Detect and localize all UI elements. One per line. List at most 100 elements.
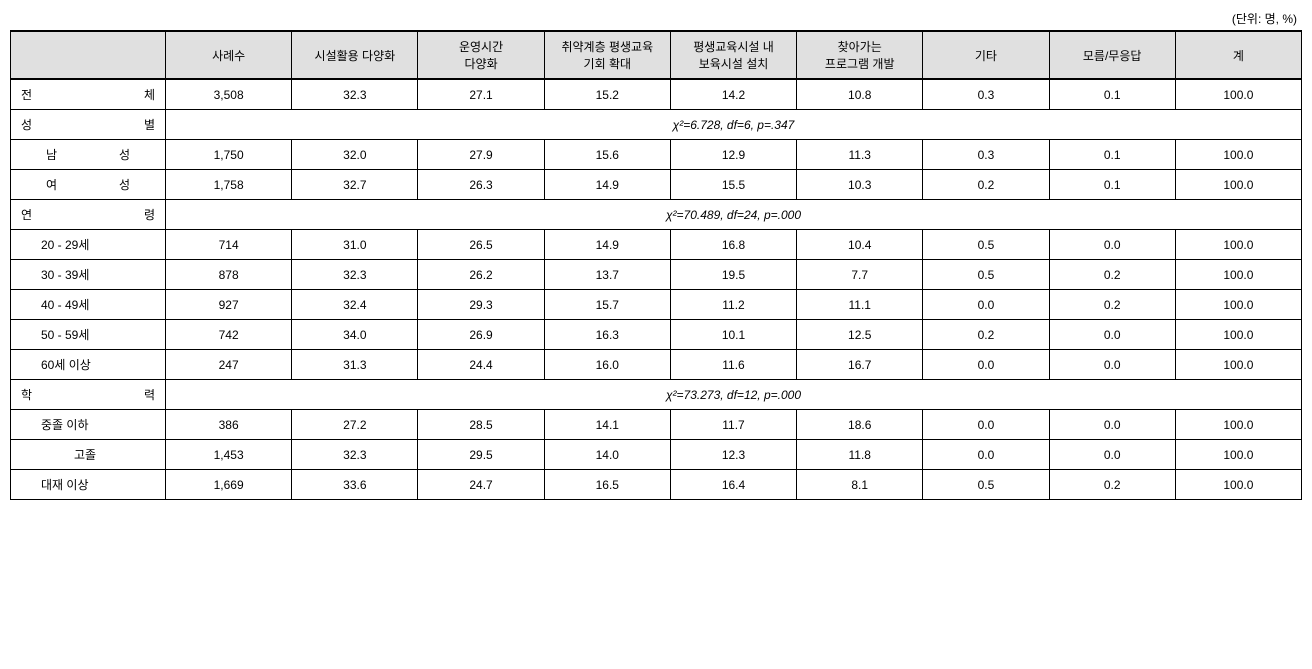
data-cell: 8.1 bbox=[797, 470, 923, 500]
data-cell: 16.7 bbox=[797, 350, 923, 380]
data-cell: 12.3 bbox=[670, 440, 796, 470]
table-row: 20 - 29세71431.026.514.916.810.40.50.0100… bbox=[11, 230, 1302, 260]
data-cell: 0.5 bbox=[923, 470, 1049, 500]
data-cell: 11.1 bbox=[797, 290, 923, 320]
col-header-other: 기타 bbox=[923, 31, 1049, 79]
row-label: 중졸 이하 bbox=[11, 410, 166, 440]
data-cell: 0.1 bbox=[1049, 79, 1175, 110]
data-cell: 31.3 bbox=[292, 350, 418, 380]
row-label: 남성 bbox=[11, 140, 166, 170]
data-cell: 10.4 bbox=[797, 230, 923, 260]
data-cell: 100.0 bbox=[1175, 170, 1301, 200]
table-row: 대재 이상1,66933.624.716.516.48.10.50.2100.0 bbox=[11, 470, 1302, 500]
col-header-vulnerable: 취약계층 평생교육 기회 확대 bbox=[544, 31, 670, 79]
data-cell: 31.0 bbox=[292, 230, 418, 260]
section-header-row: 연령χ²=70.489, df=24, p=.000 bbox=[11, 200, 1302, 230]
data-cell: 1,669 bbox=[166, 470, 292, 500]
row-label: 전체 bbox=[11, 79, 166, 110]
data-cell: 11.3 bbox=[797, 140, 923, 170]
data-cell: 100.0 bbox=[1175, 230, 1301, 260]
data-cell: 100.0 bbox=[1175, 140, 1301, 170]
data-cell: 14.9 bbox=[544, 170, 670, 200]
data-cell: 29.3 bbox=[418, 290, 544, 320]
data-cell: 27.2 bbox=[292, 410, 418, 440]
data-cell: 16.5 bbox=[544, 470, 670, 500]
unit-label: (단위: 명, %) bbox=[10, 10, 1302, 27]
row-label: 고졸 bbox=[11, 440, 166, 470]
data-cell: 100.0 bbox=[1175, 260, 1301, 290]
data-cell: 15.7 bbox=[544, 290, 670, 320]
chi-square-stat: χ²=6.728, df=6, p=.347 bbox=[166, 110, 1302, 140]
data-cell: 26.3 bbox=[418, 170, 544, 200]
total-row: 전체3,50832.327.115.214.210.80.30.1100.0 bbox=[11, 79, 1302, 110]
data-cell: 10.1 bbox=[670, 320, 796, 350]
data-cell: 1,758 bbox=[166, 170, 292, 200]
table-row: 여성1,75832.726.314.915.510.30.20.1100.0 bbox=[11, 170, 1302, 200]
data-cell: 16.3 bbox=[544, 320, 670, 350]
table-row: 50 - 59세74234.026.916.310.112.50.20.0100… bbox=[11, 320, 1302, 350]
data-cell: 24.4 bbox=[418, 350, 544, 380]
data-cell: 0.3 bbox=[923, 140, 1049, 170]
data-cell: 13.7 bbox=[544, 260, 670, 290]
data-cell: 100.0 bbox=[1175, 410, 1301, 440]
col-header-label bbox=[11, 31, 166, 79]
data-cell: 14.1 bbox=[544, 410, 670, 440]
data-cell: 0.2 bbox=[1049, 260, 1175, 290]
table-row: 30 - 39세87832.326.213.719.57.70.50.2100.… bbox=[11, 260, 1302, 290]
data-cell: 26.2 bbox=[418, 260, 544, 290]
data-cell: 386 bbox=[166, 410, 292, 440]
data-cell: 10.8 bbox=[797, 79, 923, 110]
data-cell: 16.0 bbox=[544, 350, 670, 380]
data-cell: 0.5 bbox=[923, 260, 1049, 290]
data-cell: 16.8 bbox=[670, 230, 796, 260]
data-cell: 714 bbox=[166, 230, 292, 260]
data-cell: 32.4 bbox=[292, 290, 418, 320]
data-cell: 32.7 bbox=[292, 170, 418, 200]
row-label: 30 - 39세 bbox=[11, 260, 166, 290]
data-cell: 11.6 bbox=[670, 350, 796, 380]
data-cell: 0.0 bbox=[923, 410, 1049, 440]
data-cell: 11.7 bbox=[670, 410, 796, 440]
data-cell: 10.3 bbox=[797, 170, 923, 200]
table-row: 남성1,75032.027.915.612.911.30.30.1100.0 bbox=[11, 140, 1302, 170]
data-cell: 0.1 bbox=[1049, 140, 1175, 170]
data-cell: 0.1 bbox=[1049, 170, 1175, 200]
data-cell: 0.5 bbox=[923, 230, 1049, 260]
data-cell: 27.1 bbox=[418, 79, 544, 110]
col-header-outreach: 찾아가는 프로그램 개발 bbox=[797, 31, 923, 79]
section-header-row: 성별χ²=6.728, df=6, p=.347 bbox=[11, 110, 1302, 140]
col-header-total: 계 bbox=[1175, 31, 1301, 79]
data-cell: 32.3 bbox=[292, 260, 418, 290]
table-row: 고졸1,45332.329.514.012.311.80.00.0100.0 bbox=[11, 440, 1302, 470]
row-label: 학력 bbox=[11, 380, 166, 410]
data-cell: 927 bbox=[166, 290, 292, 320]
data-cell: 7.7 bbox=[797, 260, 923, 290]
data-cell: 11.2 bbox=[670, 290, 796, 320]
row-label: 50 - 59세 bbox=[11, 320, 166, 350]
data-cell: 0.0 bbox=[923, 290, 1049, 320]
table-row: 40 - 49세92732.429.315.711.211.10.00.2100… bbox=[11, 290, 1302, 320]
table-row: 60세 이상24731.324.416.011.616.70.00.0100.0 bbox=[11, 350, 1302, 380]
data-cell: 0.2 bbox=[923, 170, 1049, 200]
data-cell: 0.0 bbox=[1049, 440, 1175, 470]
data-cell: 0.0 bbox=[1049, 350, 1175, 380]
data-cell: 15.6 bbox=[544, 140, 670, 170]
row-label: 성별 bbox=[11, 110, 166, 140]
data-cell: 100.0 bbox=[1175, 440, 1301, 470]
chi-square-stat: χ²=73.273, df=12, p=.000 bbox=[166, 380, 1302, 410]
data-cell: 0.0 bbox=[1049, 320, 1175, 350]
data-cell: 15.2 bbox=[544, 79, 670, 110]
data-cell: 28.5 bbox=[418, 410, 544, 440]
data-cell: 0.3 bbox=[923, 79, 1049, 110]
col-header-hours: 운영시간 다양화 bbox=[418, 31, 544, 79]
table-row: 중졸 이하38627.228.514.111.718.60.00.0100.0 bbox=[11, 410, 1302, 440]
data-cell: 14.0 bbox=[544, 440, 670, 470]
data-cell: 878 bbox=[166, 260, 292, 290]
data-cell: 26.5 bbox=[418, 230, 544, 260]
data-cell: 26.9 bbox=[418, 320, 544, 350]
row-label: 40 - 49세 bbox=[11, 290, 166, 320]
data-cell: 100.0 bbox=[1175, 470, 1301, 500]
data-cell: 14.2 bbox=[670, 79, 796, 110]
data-cell: 0.2 bbox=[1049, 470, 1175, 500]
data-cell: 0.0 bbox=[1049, 410, 1175, 440]
